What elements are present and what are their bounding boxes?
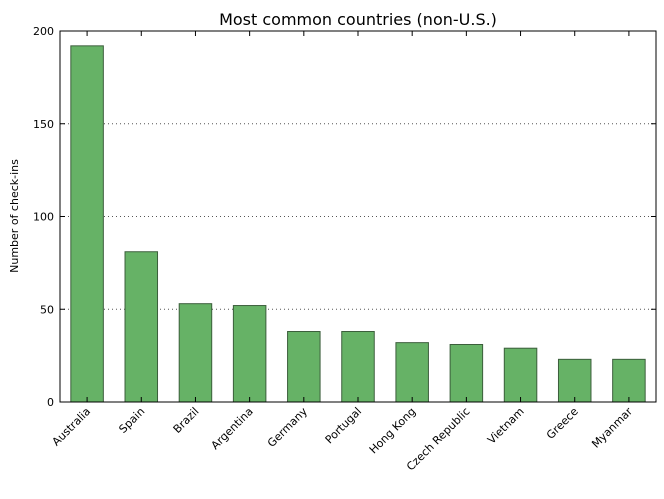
y-tick-label: 0 (47, 396, 54, 409)
bar-czech-republic (449, 343, 484, 403)
bar-vietnam (503, 347, 538, 403)
y-tick-label: 100 (33, 211, 54, 224)
y-tick-label: 200 (33, 25, 54, 38)
bars (70, 45, 646, 403)
chart-title: Most common countries (non-U.S.) (219, 10, 497, 29)
y-axis-label: Number of check-ins (8, 159, 21, 273)
bar-brazil (178, 303, 213, 403)
x-tick-label: Portugal (323, 405, 364, 446)
grid-lines (60, 123, 656, 310)
x-tick-label: Hong Kong (367, 405, 418, 456)
ticks (60, 30, 656, 403)
x-tick-labels: Australia Spain Brazil Argentina Germany Port… (50, 405, 636, 474)
y-tick-label: 150 (33, 118, 54, 131)
y-tick-label: 50 (40, 303, 54, 316)
bar-argentina (232, 305, 267, 403)
bar-germany (287, 331, 321, 403)
x-tick-label: Myanmar (589, 405, 635, 451)
x-tick-label: Australia (50, 405, 94, 449)
bar-hong-kong (395, 342, 429, 403)
x-tick-label: Vietnam (485, 405, 527, 447)
bar-australia (70, 45, 104, 403)
x-tick-label: Greece (544, 405, 581, 442)
x-tick-label: Spain (116, 405, 147, 436)
x-tick-label: Brazil (171, 405, 202, 436)
bar-myanmar (612, 358, 646, 403)
x-tick-label: Germany (265, 405, 310, 450)
bar-spain (124, 251, 159, 403)
y-tick-labels: 0 50 100 150 200 (33, 25, 54, 409)
bar-portugal (341, 331, 375, 403)
bar-greece (557, 358, 592, 403)
x-tick-label: Argentina (209, 405, 256, 452)
